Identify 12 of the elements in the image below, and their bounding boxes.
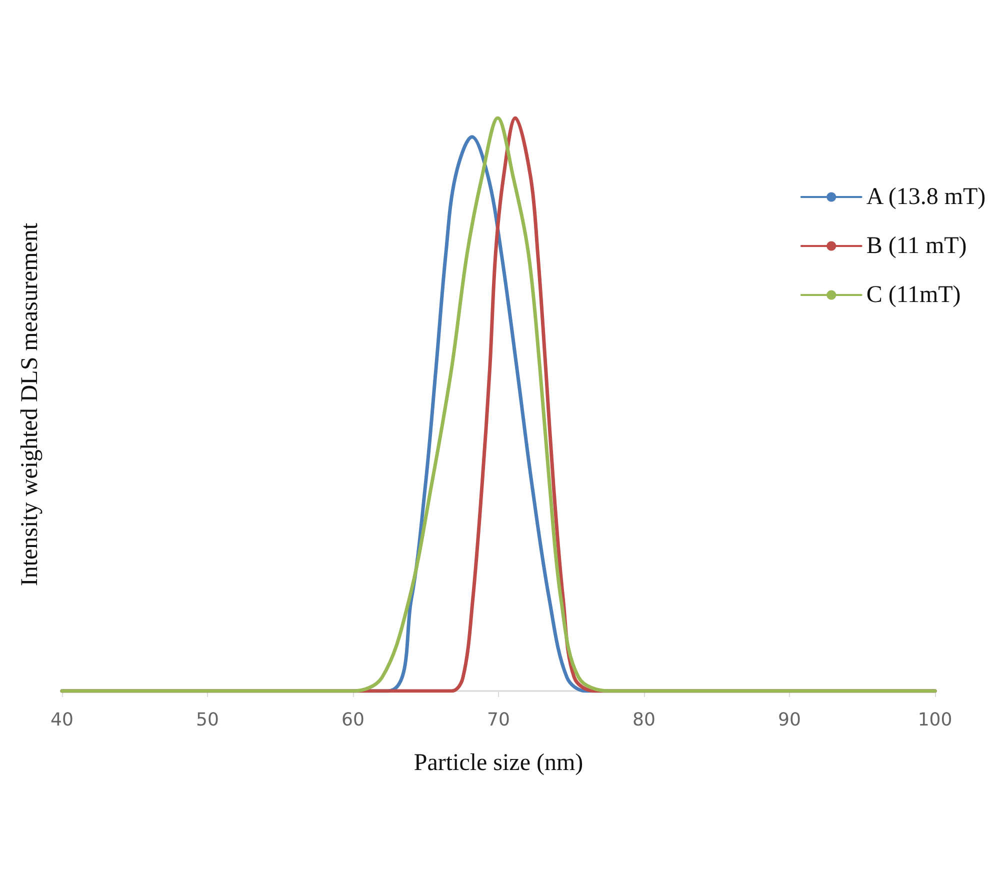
- legend-label: A (13.8 mT): [866, 184, 986, 210]
- x-axis-title: Particle size (nm): [414, 750, 584, 776]
- x-tick-label: 60: [342, 710, 364, 730]
- x-tick-label: 70: [487, 710, 510, 730]
- x-tick-label: 80: [632, 710, 656, 730]
- legend-label: C (11mT): [866, 282, 961, 308]
- x-tick-label: 50: [196, 710, 219, 730]
- x-tick-label: 90: [778, 710, 801, 730]
- y-axis-title: Intensity weighted DLS measurement: [17, 222, 43, 586]
- x-tick-label: 100: [918, 710, 952, 730]
- legend-label: B (11 mT): [866, 233, 967, 259]
- x-tick-label: 40: [50, 710, 74, 730]
